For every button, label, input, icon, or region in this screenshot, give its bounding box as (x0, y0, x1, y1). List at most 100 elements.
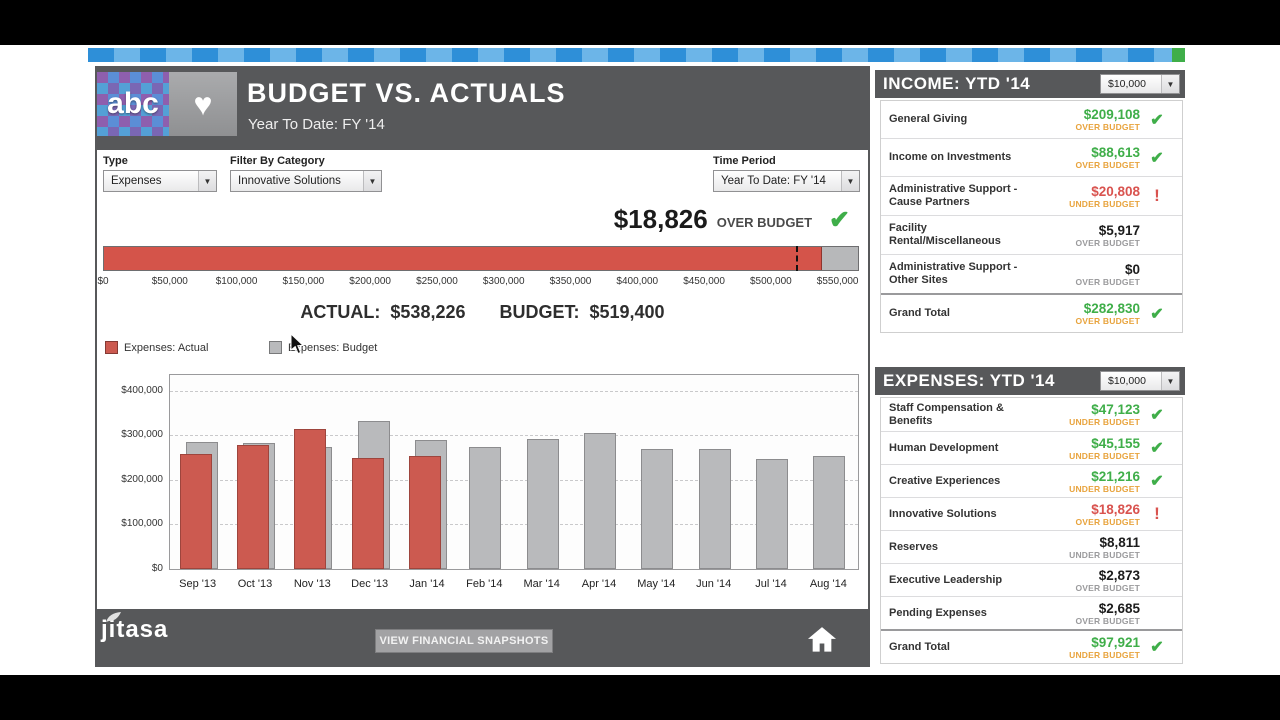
row-amount: $2,873 (1098, 567, 1140, 583)
type-dropdown-value: Expenses (111, 175, 162, 187)
bar-chart: $400,000 $300,000 $200,000 $100,000 $0 Sep '… (97, 374, 868, 606)
axis-tick-label: $250,000 (416, 276, 458, 287)
gridline (170, 479, 858, 481)
check-icon: ✔ (829, 205, 850, 234)
expenses-header: EXPENSES: YTD '14 $10,000 ▼ (875, 367, 1185, 395)
expenses-threshold-dropdown[interactable]: $10,000 ▼ (1100, 371, 1180, 391)
row-budget-note: UNDER BUDGET (1069, 198, 1140, 209)
row-values: $2,685 OVER BUDGET (1040, 601, 1140, 626)
check-icon: ✔ (1150, 639, 1164, 656)
row-values: $8,811 UNDER BUDGET (1040, 535, 1140, 560)
row-name: Administrative Support - Other Sites (889, 261, 1018, 286)
heart-icon: ♥ (169, 72, 237, 136)
category-dropdown[interactable]: Innovative Solutions ▼ (230, 170, 382, 192)
budget-bar (698, 449, 731, 569)
check-icon: ✔ (1150, 473, 1164, 490)
chevron-down-icon: ▼ (363, 171, 381, 191)
x-axis-tick-label: Jul '14 (755, 578, 787, 590)
row-amount: $209,108 (1083, 107, 1140, 122)
row-name: Income on Investments (889, 151, 1012, 163)
y-axis-tick-label: $100,000 (121, 518, 163, 530)
x-axis-tick-label: Apr '14 (581, 578, 617, 590)
income-threshold-dropdown[interactable]: $10,000 ▼ (1100, 74, 1180, 94)
home-icon[interactable] (808, 627, 836, 653)
row-values: $97,921 UNDER BUDGET (1040, 635, 1140, 660)
row-amount: $18,826 (1091, 501, 1140, 517)
x-axis-tick-label: Feb '14 (466, 578, 503, 590)
check-icon: ✔ (1150, 406, 1164, 424)
gridline (170, 524, 858, 526)
row-budget-note: UNDER BUDGET (1069, 649, 1140, 660)
row-name: General Giving (889, 113, 968, 125)
page-subtitle: Year To Date: FY '14 (248, 116, 385, 133)
view-financial-snapshots-button[interactable]: VIEW FINANCIAL SNAPSHOTS (375, 629, 553, 653)
table-row: Reserves $8,811 UNDER BUDGET (881, 530, 1182, 563)
period-label: Time Period (713, 155, 776, 167)
row-name: Creative Experiences (889, 474, 1001, 487)
category-label: Filter By Category (230, 155, 325, 167)
row-budget-note: UNDER BUDGET (1069, 549, 1140, 560)
alert-icon: ! (1154, 186, 1160, 205)
actual-bar (237, 445, 269, 569)
axis-tick-label: $200,000 (349, 276, 391, 287)
row-values: $5,917 OVER BUDGET (1040, 223, 1140, 248)
gridline (170, 390, 858, 392)
row-values: $20,808 UNDER BUDGET (1040, 184, 1140, 209)
actual-budget-line: ACTUAL: $538,226 BUDGET: $519,400 (97, 302, 868, 323)
row-budget-note: UNDER BUDGET (1069, 450, 1140, 461)
x-axis-tick-label: Jan '14 (409, 578, 445, 590)
budget-bar (641, 449, 674, 569)
x-axis-tick-label: Aug '14 (809, 578, 847, 590)
leaf-icon (105, 610, 123, 628)
table-row: Executive Leadership $2,873 OVER BUDGET (881, 563, 1182, 596)
table-row: Innovative Solutions $18,826 OVER BUDGET! (881, 497, 1182, 530)
progress-bar-actual-fill (104, 247, 822, 270)
expenses-threshold-value: $10,000 (1108, 375, 1146, 387)
row-budget-note: UNDER BUDGET (1069, 417, 1140, 427)
legend-swatch-actual (105, 341, 118, 354)
legend-swatch-budget (269, 341, 282, 354)
table-row: Grand Total $97,921 UNDER BUDGET ✔ (881, 629, 1182, 663)
income-title: INCOME: YTD '14 (883, 74, 1031, 93)
x-axis-labels: Sep '13 Oct '13 Nov '13 Dec '13 Jan '14 Feb '… (169, 578, 857, 592)
axis-tick-label: $500,000 (749, 276, 792, 287)
row-budget-note: OVER BUDGET (1075, 160, 1140, 170)
type-dropdown[interactable]: Expenses ▼ (103, 170, 217, 192)
table-row: Creative Experiences $21,216 UNDER BUDGET ✔ (881, 464, 1182, 497)
org-logo: abc ♥ (97, 72, 237, 136)
row-amount: $88,613 (1091, 145, 1140, 160)
heart-glyph: ♥ (193, 85, 213, 122)
table-row: Staff Compensation & Benefits $47,123 UNDE… (881, 398, 1182, 431)
actual-bar (294, 429, 327, 569)
budget-bar (469, 447, 502, 569)
period-dropdown[interactable]: Year To Date: FY '14 ▼ (713, 170, 860, 192)
plot-area (169, 374, 859, 570)
row-budget-note: OVER BUDGET (1075, 316, 1140, 326)
row-amount: $8,811 (1099, 534, 1140, 550)
check-icon: ✔ (1150, 111, 1164, 129)
x-axis-tick-label: May '14 (637, 578, 676, 590)
chart-legend: Expenses: Actual Expenses: Budget (97, 341, 868, 357)
row-name: Innovative Solutions (889, 507, 997, 520)
budget-bar (584, 433, 616, 569)
legend-item-budget[interactable]: Expenses: Budget (269, 341, 377, 354)
spacer (475, 302, 489, 323)
row-budget-note: OVER BUDGET (1075, 582, 1140, 593)
row-budget-note: OVER BUDGET (1075, 615, 1140, 626)
row-name: Facility Rental/Miscellaneous (889, 222, 1001, 247)
variance-amount: $18,826 (613, 204, 708, 234)
check-icon: ✔ (1150, 440, 1164, 457)
check-icon: ✔ (1150, 149, 1164, 167)
row-budget-note: UNDER BUDGET (1069, 483, 1140, 494)
legend-label-budget: Expenses: Budget (288, 341, 378, 354)
progress-bar-budget-marker (795, 246, 798, 271)
x-axis-tick-label: Dec '13 (351, 578, 389, 590)
budget-bar (813, 456, 846, 569)
row-name: Pending Expenses (889, 606, 987, 619)
chevron-down-icon: ▼ (841, 171, 859, 191)
axis-tick-label: $400,000 (616, 276, 659, 287)
legend-item-actual[interactable]: Expenses: Actual (105, 341, 208, 354)
table-row: Pending Expenses $2,685 OVER BUDGET (881, 596, 1182, 629)
app-canvas: abc ♥ BUDGET VS. ACTUALS Year To Date: F… (0, 45, 1280, 675)
row-budget-note: OVER BUDGET (1075, 122, 1140, 132)
